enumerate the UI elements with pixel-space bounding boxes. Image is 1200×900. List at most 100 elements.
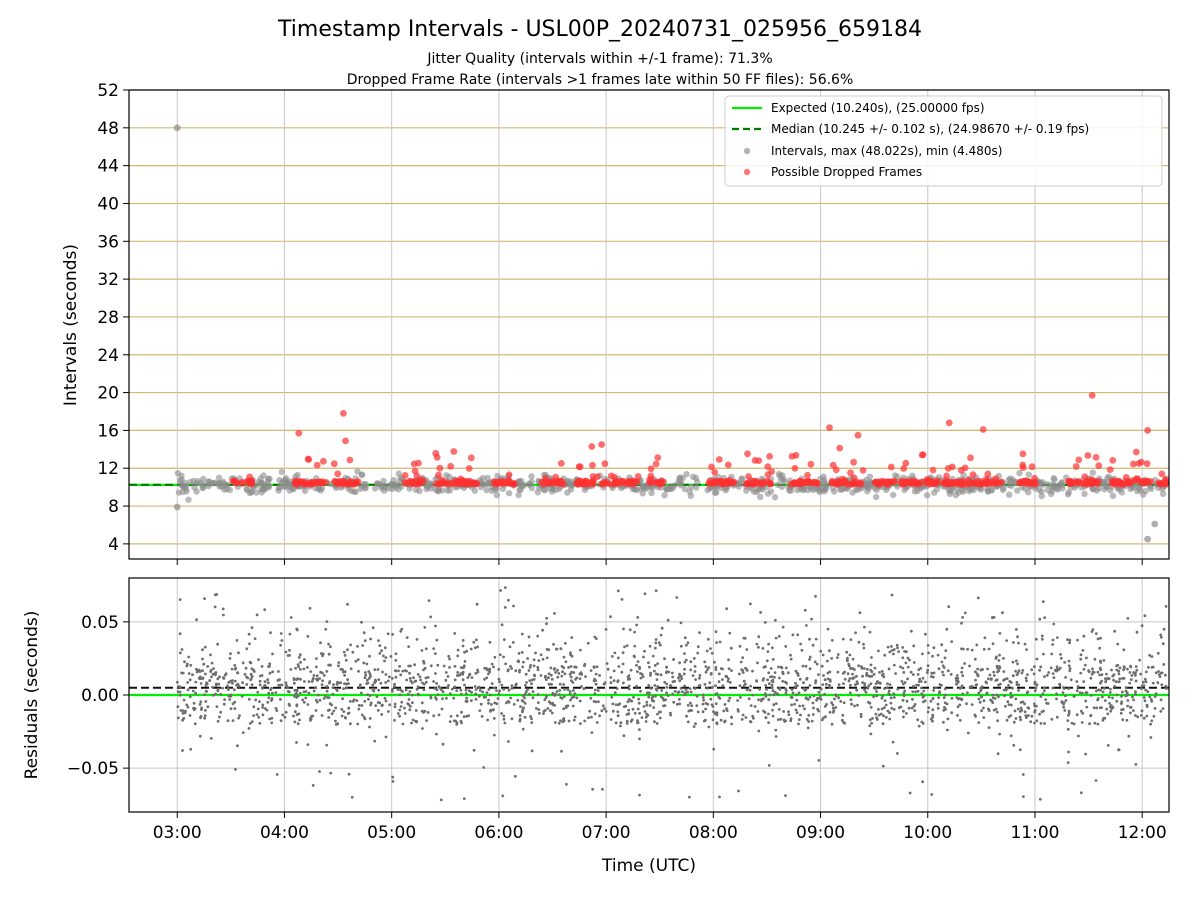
interval-point	[771, 494, 779, 501]
residual-point	[620, 670, 624, 674]
residual-point	[570, 654, 574, 658]
residual-point	[302, 700, 306, 704]
residual-point	[968, 664, 971, 668]
residual-point	[260, 665, 264, 668]
residual-point	[701, 710, 705, 714]
chart-subtitle-jitter: Jitter Quality (intervals within +/-1 fr…	[426, 51, 772, 67]
residual-point	[371, 626, 375, 630]
residual-point	[749, 720, 753, 724]
residual-point	[773, 675, 776, 679]
residual-point	[974, 683, 978, 687]
dropped-frame-point	[854, 431, 862, 439]
interval-point	[1016, 469, 1023, 477]
residual-point	[459, 688, 463, 692]
interval-point	[883, 486, 890, 494]
dropped-frame-point	[849, 480, 857, 488]
residual-point	[441, 742, 445, 746]
residual-point	[357, 704, 361, 707]
residual-point	[249, 661, 253, 665]
residual-point	[890, 645, 893, 648]
residual-point	[301, 698, 305, 702]
residual-point	[263, 680, 267, 684]
residual-point	[801, 704, 805, 708]
residual-point	[862, 642, 865, 646]
residual-point	[476, 645, 479, 649]
residual-point	[572, 718, 576, 722]
residuals-points	[176, 586, 1168, 802]
residual-point	[559, 647, 563, 651]
residual-point	[1151, 665, 1155, 669]
residual-point	[701, 702, 705, 706]
residual-point	[1159, 698, 1163, 702]
residual-point	[1057, 668, 1061, 672]
residual-point	[759, 699, 763, 703]
residual-point	[1015, 680, 1019, 684]
residual-point	[198, 734, 202, 738]
residual-point	[464, 688, 468, 692]
residual-point	[1101, 695, 1104, 699]
residual-point	[799, 642, 802, 646]
residual-point	[183, 660, 186, 664]
residual-point	[781, 625, 785, 629]
residual-point	[1050, 717, 1054, 721]
residual-point	[293, 694, 296, 698]
residual-point	[373, 739, 377, 743]
residual-point	[360, 713, 364, 717]
residual-point	[826, 671, 830, 675]
residual-point	[1134, 665, 1138, 668]
residual-point	[448, 657, 451, 661]
residual-point	[288, 648, 291, 652]
residual-point	[955, 696, 959, 699]
residual-point	[271, 691, 274, 695]
residual-point	[908, 658, 911, 662]
residual-point	[820, 718, 824, 722]
residual-point	[178, 693, 182, 697]
residual-point	[1040, 710, 1044, 714]
residual-point	[942, 720, 945, 724]
residual-point	[322, 674, 326, 677]
residual-point	[790, 703, 793, 707]
residual-point	[797, 722, 800, 726]
residual-point	[747, 697, 751, 701]
residual-point	[439, 798, 443, 802]
residual-point	[659, 710, 662, 714]
residual-point	[869, 663, 873, 667]
residual-point	[293, 720, 297, 724]
residual-point	[444, 678, 448, 682]
residual-point	[745, 648, 749, 651]
residual-point	[927, 651, 930, 655]
residual-point	[975, 643, 979, 647]
residual-point	[296, 677, 299, 681]
dropped-frame-point	[850, 474, 858, 482]
residual-point	[478, 689, 482, 692]
residual-point	[572, 671, 576, 674]
residual-point	[429, 615, 432, 619]
residual-point	[298, 718, 301, 722]
residual-point	[553, 721, 557, 724]
residual-point	[728, 696, 732, 700]
interval-point	[173, 503, 181, 511]
dropped-frame-point	[634, 473, 642, 480]
residual-point	[354, 659, 358, 663]
residual-point	[944, 687, 947, 691]
dropped-frame-point	[900, 465, 908, 472]
residual-point	[958, 703, 962, 707]
residual-point	[346, 678, 349, 682]
residual-point	[537, 708, 541, 711]
residual-point	[263, 608, 267, 612]
residual-point	[1113, 685, 1117, 688]
residual-point	[627, 687, 631, 691]
residual-point	[507, 598, 510, 602]
residual-point	[342, 650, 346, 654]
residual-point	[1045, 673, 1049, 677]
dropped-frame-point	[557, 460, 565, 467]
residual-point	[326, 696, 329, 699]
residual-point	[696, 645, 700, 649]
residual-point	[216, 687, 220, 691]
residual-point	[1120, 690, 1124, 694]
residual-point	[334, 706, 338, 710]
residual-point	[254, 698, 258, 702]
residual-point	[210, 675, 213, 679]
residual-point	[191, 673, 194, 677]
residual-point	[690, 704, 694, 708]
